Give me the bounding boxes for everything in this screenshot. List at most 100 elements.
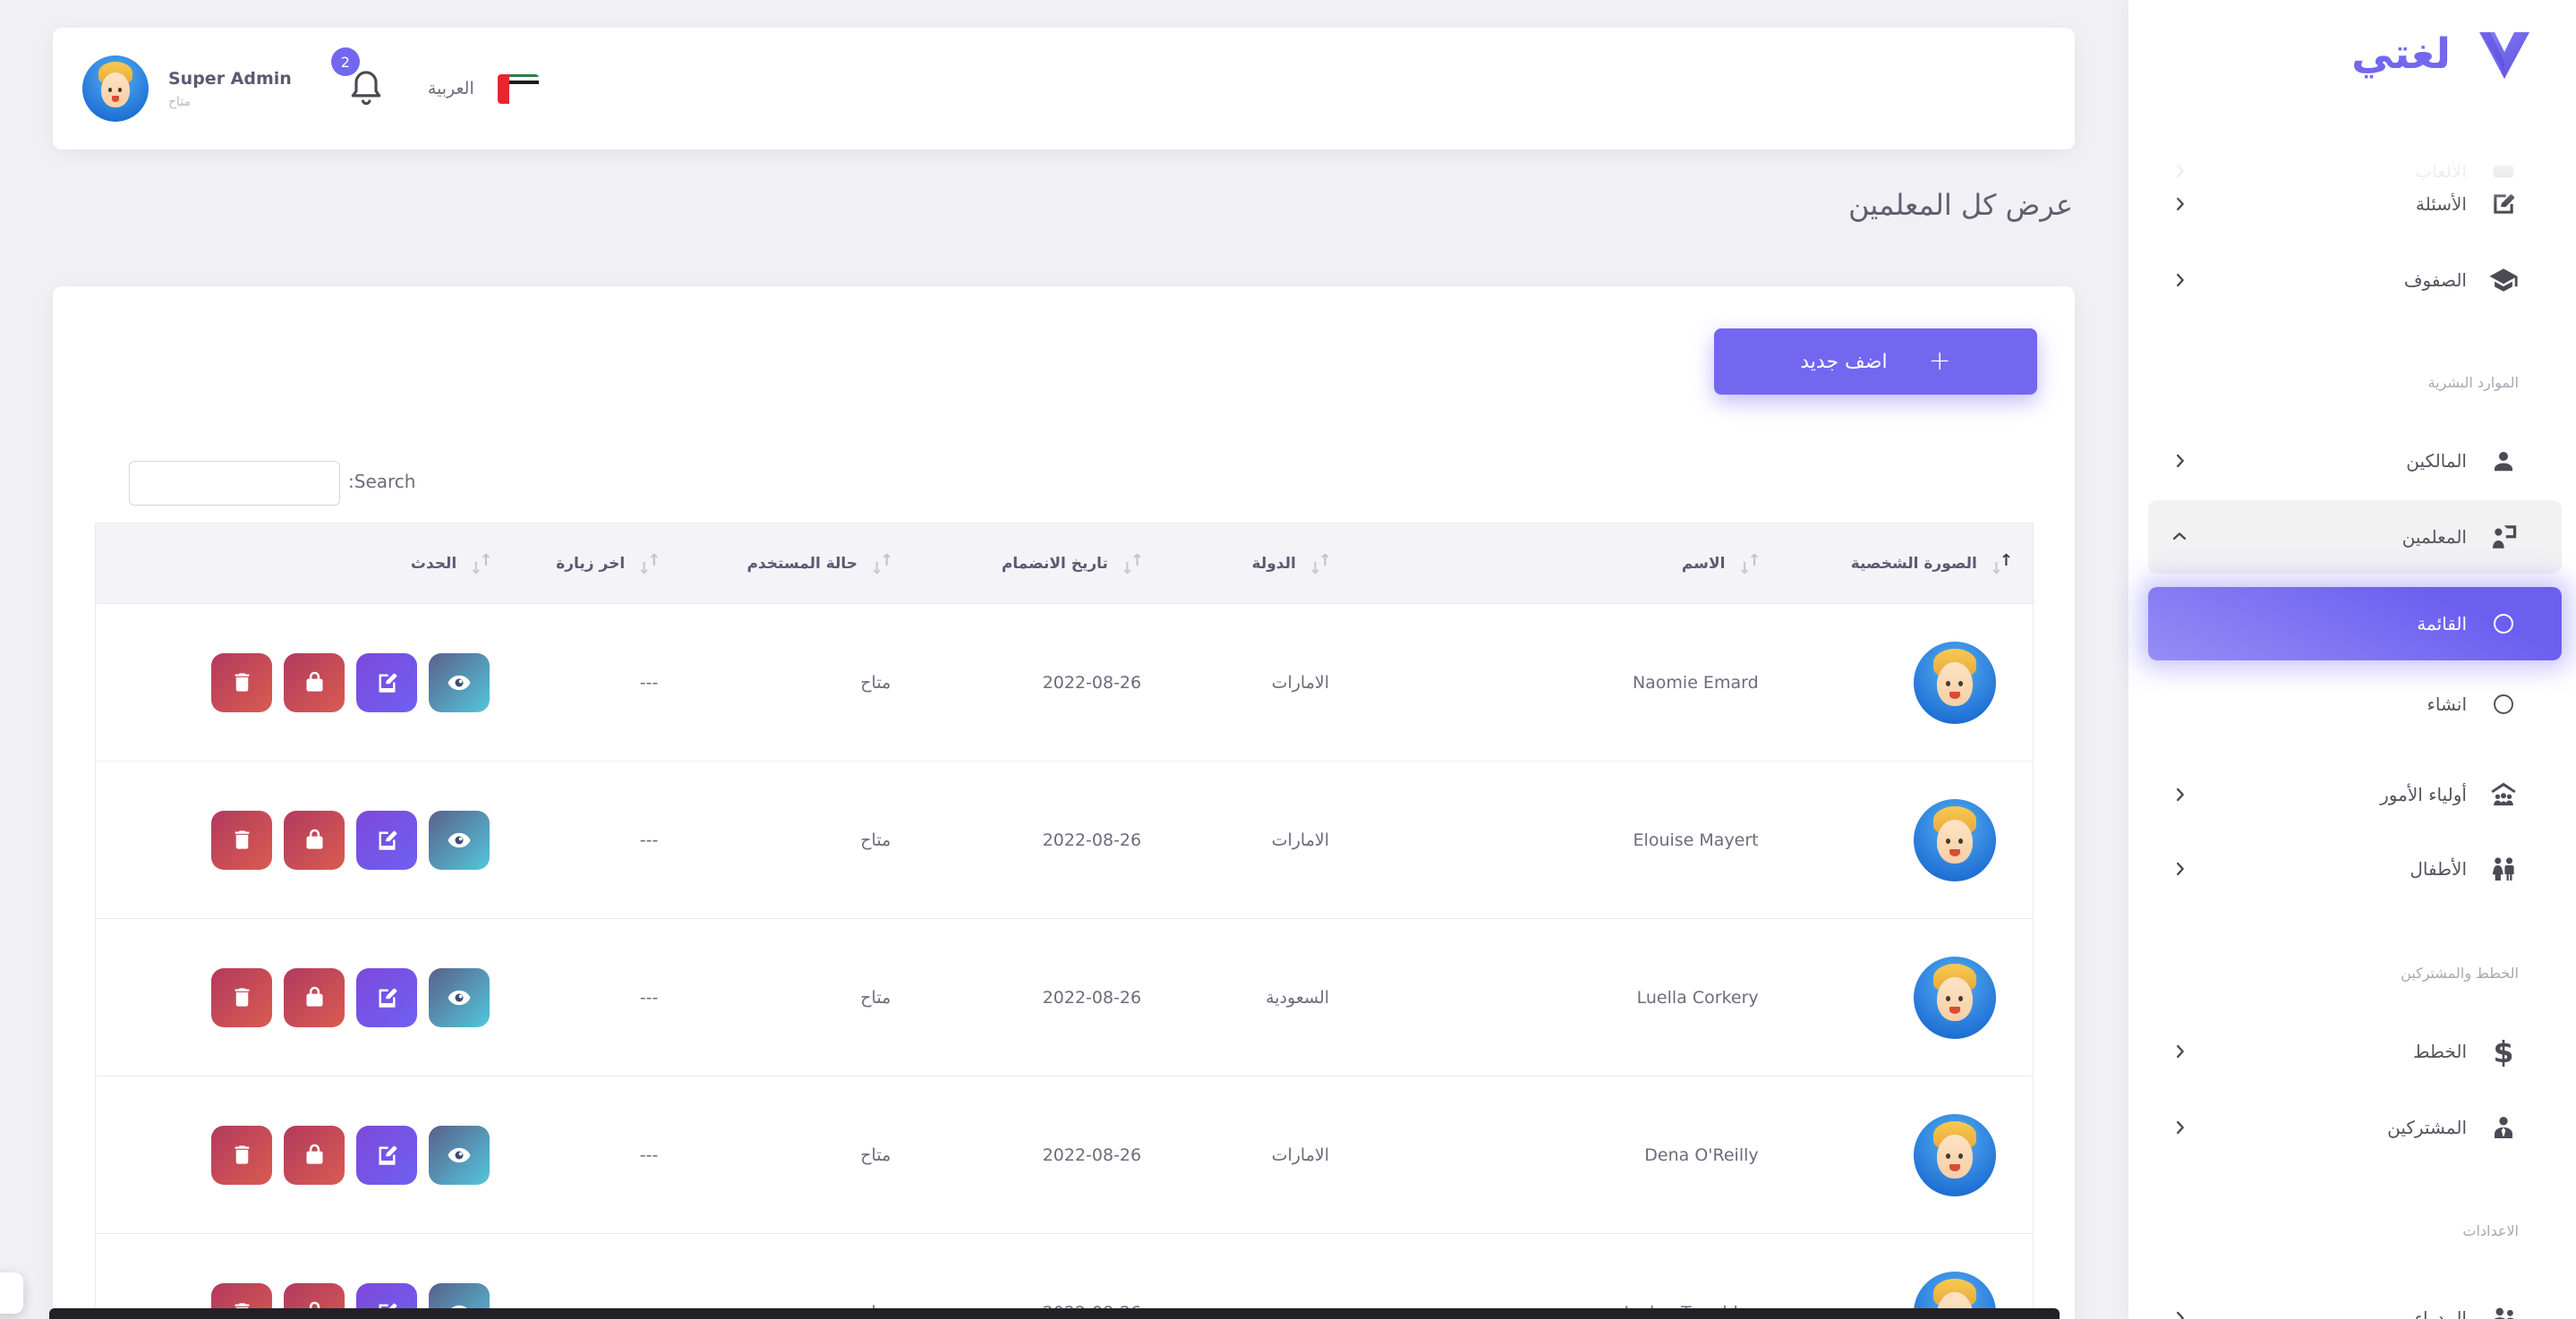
cell-photo [1781,1234,2034,1319]
brand-mark-icon [2479,32,2529,79]
notification-badge: 2 [330,47,360,76]
edit-button[interactable] [356,810,418,870]
sidebar-item-subscribers[interactable]: المشتركين [2148,1091,2562,1164]
cell-actions [95,761,513,919]
table-row: Luella Corkery السعودية 2022-08-26 متاح … [95,918,2034,1076]
row-actions [118,967,490,1027]
edit-button[interactable] [356,652,418,712]
lock-button[interactable] [284,967,345,1027]
horizontal-scrollbar[interactable] [49,1308,2060,1319]
user-block[interactable]: Super Admin متاح [168,69,292,109]
lock-icon [306,671,323,692]
user-status: متاح [168,94,192,109]
cell-name: Luella Corkery [1352,918,1781,1076]
lock-button[interactable] [284,1125,345,1185]
column-header-photo[interactable]: ↑ ↓ الصورة الشخصية [1780,523,2034,604]
user-name: Super Admin [168,68,292,89]
sidebar-item-parents[interactable]: أولياء الأمور [2148,758,2562,831]
sort-icon: ↑ ↓ [1120,550,1145,578]
delete-button[interactable] [211,967,273,1027]
sort-icon: ↑ ↓ [1989,550,2013,578]
chevron-left-icon [2170,1042,2189,1061]
teacher-avatar [1914,1113,1996,1196]
edit-button[interactable] [356,1125,418,1185]
teacher-avatar [1914,798,1996,881]
edit-button[interactable] [356,967,418,1027]
uae-flag-icon[interactable] [497,73,539,104]
sidebar-item-classes[interactable]: الصفوف [2148,243,2562,317]
brand-logo[interactable]: لغتي [2351,25,2537,82]
row-actions [118,652,490,712]
view-button[interactable] [429,652,490,712]
lock-button[interactable] [284,652,345,712]
search-label: Search: [348,471,416,492]
sidebar-item-teachers-list[interactable]: القائمة [2148,587,2562,660]
cell-join-date: 2022-08-26 [913,1076,1164,1234]
delete-button[interactable] [211,810,273,870]
lock-icon [306,829,323,849]
table-row: Naomie Emard الامارات 2022-08-26 متاح --… [95,603,2034,762]
delete-button[interactable] [211,652,273,712]
sidebar-item-owners[interactable]: المالكين [2148,424,2562,498]
cell-join-date: 2022-08-26 [913,761,1164,919]
column-header-status[interactable]: ↑ ↓ حالة المستخدم [680,523,914,604]
column-header-actions[interactable]: ↑ ↓ الحدث [95,523,513,604]
cell-join-date: 2022-08-26 [913,1234,1164,1319]
lock-button[interactable] [284,810,345,870]
edge-widget [0,1272,23,1314]
cell-country: الامارات [1164,603,1352,762]
sort-icon: ↑ ↓ [870,550,894,578]
chevron-left-icon [2170,859,2189,879]
cell-actions [96,1234,513,1319]
sidebar-item-teachers-create[interactable]: انشاء [2148,668,2562,741]
cell-join-date: 2022-08-26 [913,603,1164,762]
logo-fade-overlay [2128,115,2576,204]
sidebar-item-teachers[interactable]: المعلمين [2148,500,2562,574]
table-row: Jaylon Tremblay مصر 2022-08-26 متاح --- [96,1234,2034,1319]
dollar-icon: $ [2493,1034,2514,1069]
content-card: + اضف جديد Search: ↑ ↓ الصورة الشخصية ↑ ↓ … [53,286,2075,1319]
view-button[interactable] [429,810,490,870]
cell-join-date: 2022-08-26 [913,918,1164,1076]
add-new-label: اضف جديد [1800,350,1888,373]
table-header-row: ↑ ↓ الصورة الشخصية ↑ ↓ الاسم ↑ ↓ الدولة ↑ ↓ … [95,523,2034,604]
column-header-country[interactable]: ↑ ↓ الدولة [1164,523,1352,604]
admins-icon [2488,1303,2519,1319]
column-header-name[interactable]: ↑ ↓ الاسم [1352,523,1781,604]
sidebar-item-children[interactable]: الأطفال [2148,832,2562,906]
graduation-cap-icon [2488,265,2519,295]
user-icon [2488,447,2519,474]
sidebar-section-plans: الخطط والمشتركين [2401,965,2519,982]
chevron-left-icon [2170,1118,2189,1137]
delete-button[interactable] [211,1125,273,1185]
cell-name: Elouise Mayert [1352,761,1781,919]
teacher-avatar [1914,641,1996,724]
page-title: عرض كل المعلمين [1848,188,2073,222]
cell-photo [1780,761,2034,919]
search-input[interactable] [129,461,340,506]
add-new-button[interactable]: + اضف جديد [1714,328,2037,395]
lock-icon [306,986,323,1007]
view-button[interactable] [429,1125,490,1185]
chevron-left-icon [2170,451,2189,471]
chevron-left-icon [2170,785,2189,804]
cell-last-visit: --- [512,918,681,1076]
column-header-join-date[interactable]: ↑ ↓ تاريخ الانضمام [913,523,1164,604]
lock-icon [306,1144,323,1164]
eye-icon [448,832,471,847]
sidebar-item-admins[interactable]: المدراء [2148,1281,2562,1319]
notifications-button[interactable]: 2 [330,47,385,110]
chevron-left-icon [2170,1308,2189,1319]
trash-icon [235,830,250,849]
user-avatar[interactable] [82,55,149,122]
sort-icon: ↑ ↓ [1737,550,1761,578]
cell-status: متاح [680,918,914,1076]
cell-status: متاح [680,761,914,919]
language-switcher[interactable]: العربية [427,79,474,98]
view-button[interactable] [429,967,490,1027]
sidebar-section-settings: الاعدادات [2462,1222,2519,1239]
sidebar-item-plans[interactable]: $ الخطط [2148,1015,2562,1088]
column-header-last-visit[interactable]: ↑ ↓ اخر زيارة [512,523,681,604]
eye-icon [448,1147,471,1162]
